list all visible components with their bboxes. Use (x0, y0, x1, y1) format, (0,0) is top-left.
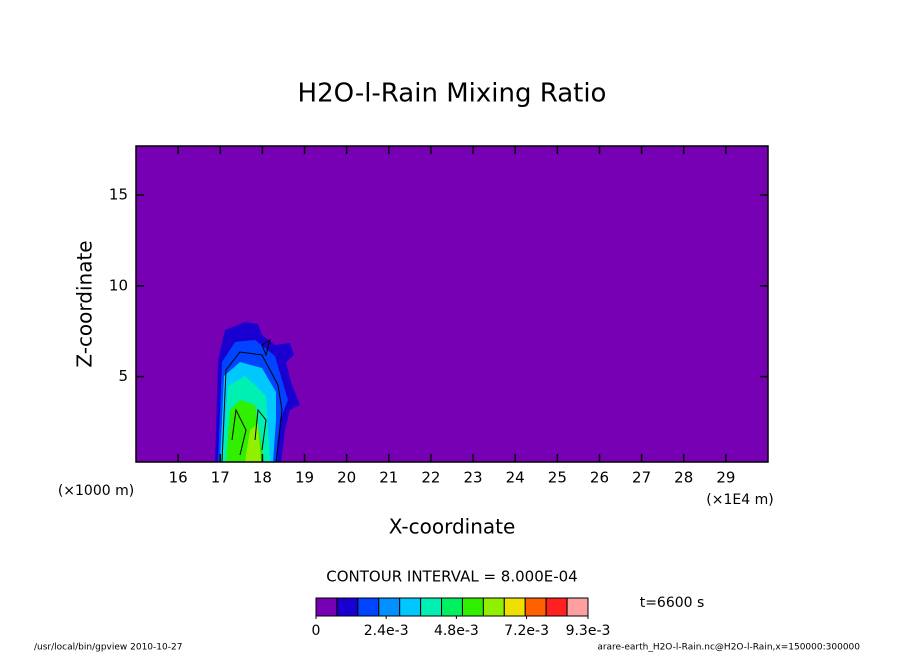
chart-title: H2O-l-Rain Mixing Ratio (298, 79, 607, 109)
colorbar-tick-label: 0 (312, 623, 321, 639)
colorbar-swatch (545, 597, 568, 617)
x-tick-label: 16 (169, 469, 188, 487)
colorbar-swatch (503, 597, 526, 617)
x-tick-label: 23 (464, 469, 483, 487)
x-tick-label: 25 (548, 469, 567, 487)
x-tick-label: 28 (674, 469, 693, 487)
colorbar-swatch (357, 597, 380, 617)
colorbar-swatch (461, 597, 484, 617)
colorbar-swatch (420, 597, 443, 617)
colorbar-tick-label: 4.8e-3 (434, 623, 479, 639)
colorbar-swatch (336, 597, 359, 617)
x-tick-label: 24 (506, 469, 525, 487)
colorbar-tick-label: 9.3e-3 (566, 623, 611, 639)
colorbar-swatch (399, 597, 422, 617)
x-tick-label: 19 (295, 469, 314, 487)
contour-field (215, 322, 300, 463)
plot-frame (135, 145, 769, 463)
colorbar-swatch (482, 597, 505, 617)
contour-interval: CONTOUR INTERVAL = 8.000E-04 (326, 568, 577, 586)
x-tick-label: 18 (253, 469, 272, 487)
x-tick-label: 20 (337, 469, 356, 487)
colorbar-tick-label: 2.4e-3 (364, 623, 409, 639)
y-unit: (×1000 m) (58, 483, 134, 499)
x-tick-label: 21 (379, 469, 398, 487)
footer-right: arare-earth_H2O-l-Rain.nc@H2O-l-Rain,x=1… (597, 643, 860, 653)
colorbar-swatch (315, 597, 338, 617)
colorbar-swatch (566, 597, 589, 617)
x-unit: (×1E4 m) (706, 492, 773, 508)
x-axis-title: X-coordinate (389, 515, 516, 539)
x-tick-label: 22 (421, 469, 440, 487)
time-label: t=6600 s (640, 595, 705, 611)
colorbar-swatch (441, 597, 463, 617)
colorbar-swatch (524, 597, 547, 617)
y-tick-label: 10 (109, 276, 128, 294)
y-axis-title: Z-coordinate (73, 240, 97, 367)
colorbar-tick-label: 7.2e-3 (504, 623, 549, 639)
x-tick-label: 27 (632, 469, 651, 487)
y-tick-label: 15 (109, 186, 128, 204)
colorbar-swatch (378, 597, 401, 617)
x-tick-label: 29 (716, 469, 735, 487)
x-tick-label: 26 (590, 469, 609, 487)
footer-left: /usr/local/bin/gpview 2010-10-27 (34, 643, 182, 653)
x-tick-label: 17 (211, 469, 230, 487)
y-tick-label: 5 (118, 367, 128, 385)
